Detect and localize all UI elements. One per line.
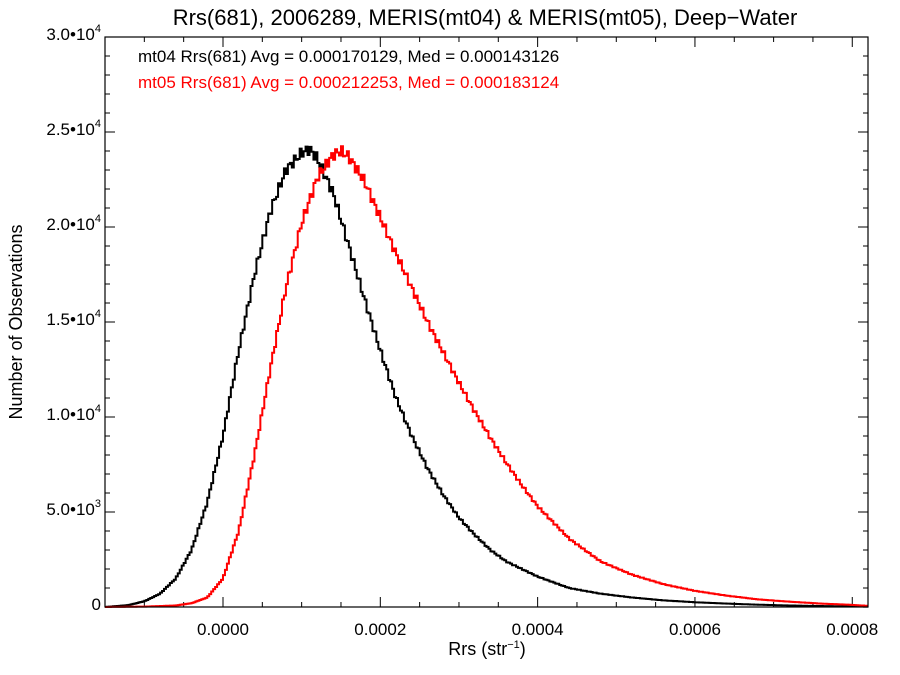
annotation-2: mt05 Rrs(681) Avg = 0.000212253, Med = 0…: [138, 73, 559, 92]
x-axis-label: Rrs (str−1): [448, 639, 526, 659]
y-tick-label: 1.5•104: [46, 308, 101, 329]
series-layer: [105, 145, 868, 608]
series-line-1: [105, 145, 868, 608]
x-tick-label: 0.0006: [669, 620, 721, 639]
x-tick-label: 0.0002: [354, 620, 406, 639]
y-tick-label: 2.0•104: [46, 213, 101, 234]
y-tick-label: 2.5•104: [46, 118, 101, 139]
y-tick-label: 3.0•104: [46, 23, 101, 44]
annotation-1: mt04 Rrs(681) Avg = 0.000170129, Med = 0…: [138, 47, 559, 66]
x-tick-label: 0.0000: [197, 620, 249, 639]
y-tick-label: 1.0•104: [46, 403, 101, 424]
y-tick-label: 5.0•103: [46, 498, 101, 519]
plot-frame: [104, 36, 869, 608]
x-tick-label: 0.0004: [512, 620, 564, 639]
annotation-layer: mt04 Rrs(681) Avg = 0.000170129, Med = 0…: [138, 47, 559, 92]
y-tick-label: 0: [92, 595, 101, 614]
x-tick-label: 0.0008: [826, 620, 878, 639]
series-line-2: [105, 145, 868, 608]
axes-layer: 0.0000 0.0002 0.0004 0.0006 0.0008 0 5.0•103 1.…: [46, 23, 878, 639]
y-axis-label: Number of Observations: [6, 224, 26, 419]
chart-title: Rrs(681), 2006289, MERIS(mt04) & MERIS(m…: [173, 5, 798, 30]
